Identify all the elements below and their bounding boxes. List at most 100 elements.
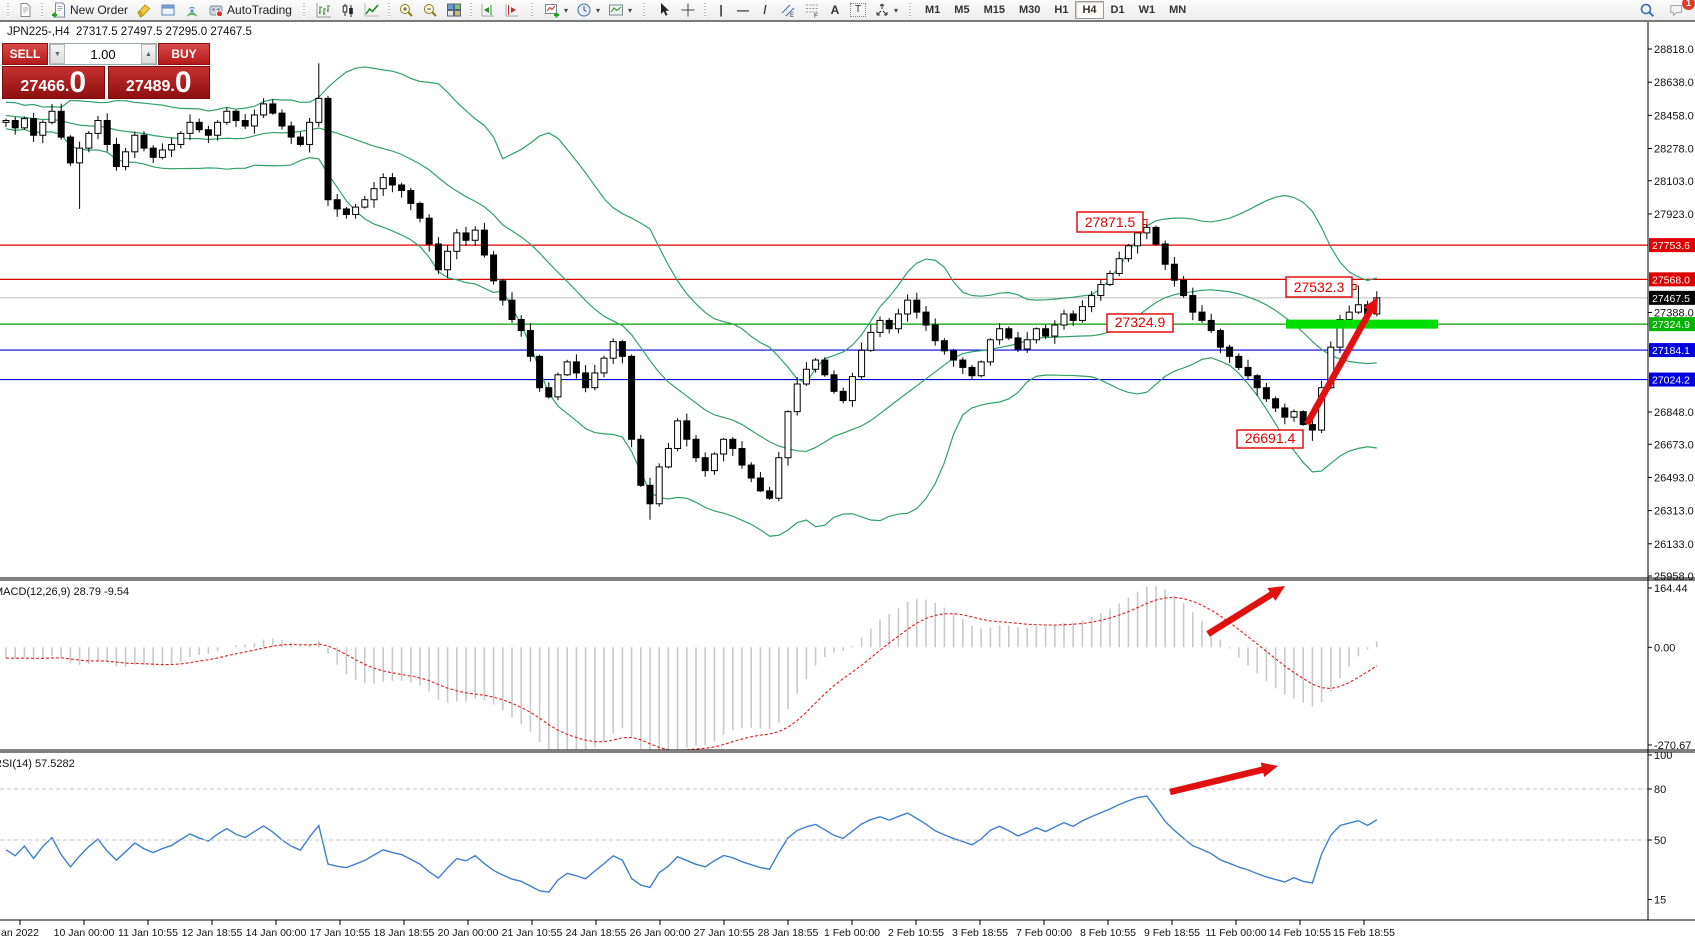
fibonacci-tool[interactable]: F [800, 1, 824, 20]
toolbar-grip[interactable] [529, 3, 534, 17]
volume-decrease-button[interactable]: ▼ [50, 44, 65, 64]
channel-tool[interactable]: E [776, 1, 800, 20]
tile-windows-button[interactable] [442, 1, 466, 20]
line-chart-icon [364, 3, 379, 17]
time-label-18: 9 Feb 18:55 [1144, 927, 1200, 939]
macd-indicator-label: MACD(12,26,9) 28.79 -9.54 [0, 586, 129, 598]
symbol-period-label: JPN225-,H4 [7, 26, 70, 38]
template-icon [608, 4, 623, 16]
annotation-27324.9: 27324.9 [1115, 314, 1166, 330]
cursor-icon [661, 3, 669, 16]
time-label-11: 27 Jan 10:55 [694, 927, 755, 939]
tf-button-MN[interactable]: MN [1162, 1, 1193, 19]
annotation-27871.5: 27871.5 [1085, 214, 1136, 230]
tf-button-H1[interactable]: H1 [1047, 1, 1075, 19]
sell-button[interactable]: SELL [2, 43, 48, 65]
cursor-tool-button[interactable] [652, 1, 676, 20]
indicators-button[interactable]: ▾ [540, 1, 572, 20]
volume-increase-button[interactable]: ▲ [141, 44, 156, 64]
candlestick-chart-button[interactable] [336, 1, 360, 20]
toolbar-group-objects: ▾ ▾ ▾ [537, 0, 639, 20]
toolbar-grip[interactable] [642, 3, 646, 17]
zoom-in-icon [399, 4, 413, 17]
chart-window-icon[interactable] [13, 1, 37, 20]
chevron-down-icon: ▾ [894, 5, 899, 15]
autotrading-button[interactable]: AutoTrading [204, 1, 296, 20]
sell-price-display[interactable]: 27466. 0 [2, 66, 105, 99]
tf-button-W1[interactable]: W1 [1132, 1, 1163, 19]
trendline-icon: / [763, 3, 767, 17]
rsi-tick-50: 50 [1654, 835, 1666, 847]
price-badge-27753.6: 27753.6 [1652, 240, 1690, 252]
toolbar-grip[interactable] [6, 3, 10, 17]
rsi-tick-15: 15 [1654, 895, 1666, 907]
window-icon [161, 4, 175, 16]
terminal-button[interactable] [156, 1, 180, 20]
price-tick-26848.0: 26848.0 [1654, 407, 1694, 419]
tf-button-M1[interactable]: M1 [918, 1, 947, 19]
fibonacci-icon: F [806, 4, 818, 19]
periods-button[interactable]: ▾ [572, 1, 604, 20]
new-order-button[interactable]: New Order [47, 1, 132, 20]
rsi-tick-80: 80 [1654, 784, 1666, 796]
signals-button[interactable] [180, 1, 204, 20]
styler-button[interactable] [132, 1, 156, 20]
crosshair-tool-button[interactable] [676, 1, 700, 20]
brush-icon [137, 4, 151, 18]
chart-ohlc-header: JPN225-,H4 27317.5 27497.5 27295.0 27467… [7, 26, 252, 38]
trend-arrows [1169, 297, 1378, 796]
new-order-label: New Order [70, 3, 129, 17]
chart-shift-icon [505, 4, 518, 17]
toolbar-group-drawing: | — / E F A T ▾ [649, 0, 905, 20]
toolbar-grip[interactable] [386, 3, 391, 17]
annotation-27532.3: 27532.3 [1294, 279, 1345, 295]
search-button[interactable] [1635, 1, 1659, 20]
trendline-tool[interactable]: / [754, 1, 776, 20]
vertical-line-tool[interactable]: | [710, 1, 732, 20]
rsi-tick-100: 100 [1654, 750, 1672, 762]
price-tick-26313.0: 26313.0 [1654, 506, 1694, 518]
svg-text:F: F [814, 13, 818, 19]
horizontal-line-icon: — [737, 3, 749, 17]
tf-button-M15[interactable]: M15 [977, 1, 1012, 19]
time-label-1: 10 Jan 00:00 [54, 927, 115, 939]
line-chart-button[interactable] [360, 1, 384, 20]
toolbar-grip[interactable] [301, 3, 306, 17]
buy-price-main: 27489 [125, 78, 171, 95]
auto-scroll-button[interactable] [476, 1, 500, 20]
arrows-tool[interactable]: ▾ [870, 1, 902, 20]
horizontal-line-tool[interactable]: — [732, 1, 754, 20]
toolbar-grip[interactable] [468, 3, 473, 17]
tf-button-M5[interactable]: M5 [947, 1, 976, 19]
tf-button-D1[interactable]: D1 [1104, 1, 1132, 19]
templates-button[interactable]: ▾ [604, 1, 636, 20]
price-tick-26673.0: 26673.0 [1654, 439, 1694, 451]
one-click-trading-panel: SELL ▼ 1.00 ▲ BUY 27466. 0 27489. 0 [2, 43, 210, 99]
time-label-13: 1 Feb 00:00 [824, 927, 880, 939]
buy-button[interactable]: BUY [158, 43, 210, 65]
buy-price-big-digit: 0 [174, 66, 192, 99]
buy-price-display[interactable]: 27489. 0 [107, 66, 210, 99]
text-tool[interactable]: A [824, 1, 846, 20]
time-label-12: 28 Jan 18:55 [758, 927, 819, 939]
clock-icon [577, 3, 591, 17]
chart-shift-button[interactable] [500, 1, 524, 20]
time-label-19: 11 Feb 00:00 [1205, 927, 1266, 939]
toolbar-grip[interactable] [40, 3, 44, 17]
label-tool[interactable]: T [846, 1, 870, 20]
tf-button-H4[interactable]: H4 [1075, 1, 1104, 19]
bar-chart-button[interactable] [312, 1, 336, 20]
toolbar-grip[interactable] [703, 3, 707, 17]
macd-tick--270.67: -270.67 [1654, 740, 1691, 752]
time-label-21: 15 Feb 18:55 [1333, 927, 1395, 939]
volume-input[interactable]: 1.00 [90, 46, 116, 62]
zoom-out-button[interactable] [418, 1, 442, 20]
price-badge-27184.1: 27184.1 [1652, 345, 1690, 357]
notifications-button[interactable]: 1 [1665, 0, 1695, 20]
toolbar-grip[interactable] [908, 3, 913, 17]
zoom-in-button[interactable] [394, 1, 418, 20]
price-badge-27024.2: 27024.2 [1652, 375, 1690, 387]
tf-button-M30[interactable]: M30 [1012, 1, 1047, 19]
annotation-26691.4: 26691.4 [1245, 430, 1296, 446]
